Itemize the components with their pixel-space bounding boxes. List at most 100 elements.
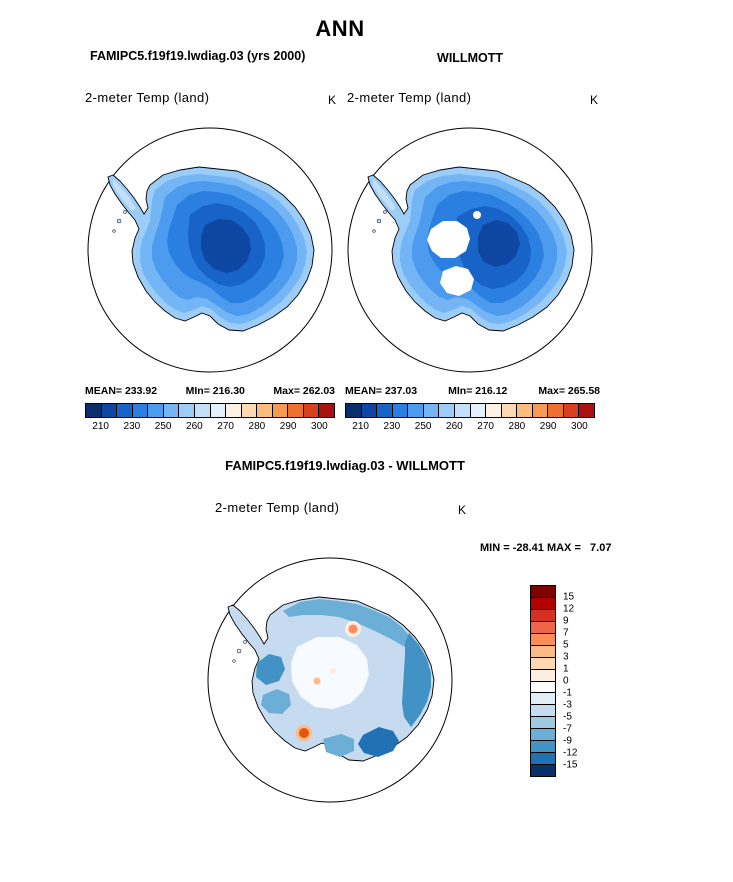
colorbar-tick-label: -5 xyxy=(563,711,572,723)
obs-colorbar: 210 230 250 260 270 280 290 300 xyxy=(345,403,595,434)
colorbar-segment xyxy=(423,404,440,417)
diff-island xyxy=(243,640,247,644)
colorbar-segment xyxy=(179,404,195,417)
colorbar-segment xyxy=(101,404,118,417)
obs-island xyxy=(376,218,382,224)
colorbar-segment xyxy=(531,586,555,598)
colorbar-segment xyxy=(531,621,555,634)
model-stat-max: Max= 262.03 xyxy=(273,385,335,397)
colorbar-segment xyxy=(132,404,149,417)
diff-warm-spot-lower-left xyxy=(299,728,309,738)
model-map-svg xyxy=(87,127,333,373)
colorbar-tick-label: 15 xyxy=(563,591,575,603)
colorbar-tick-label: -12 xyxy=(563,747,578,759)
diff-warm-spot-center-2 xyxy=(330,668,336,674)
model-antarctica-fill xyxy=(107,166,315,332)
diff-map-title: 2-meter Temp (land) xyxy=(215,500,340,515)
diff-blue-patch-bottom-right xyxy=(358,727,399,757)
colorbar-segment xyxy=(117,404,133,417)
colorbar-segment xyxy=(148,404,164,417)
diff-colorbar-bar xyxy=(530,585,556,777)
obs-missing-area-3 xyxy=(473,211,481,219)
colorbar-tick-label: 280 xyxy=(248,421,266,432)
colorbar-segment xyxy=(86,404,102,417)
obs-temp-contour-5 xyxy=(478,220,520,267)
obs-island xyxy=(383,210,387,214)
model-panel-header: FAMIPC5.f19f19.lwdiag.03 (yrs 2000) xyxy=(90,49,306,63)
obs-island xyxy=(372,229,376,233)
model-colorbar-bar xyxy=(85,403,335,418)
colorbar-segment xyxy=(531,729,555,742)
colorbar-segment xyxy=(531,645,555,658)
colorbar-segment xyxy=(579,404,594,417)
colorbar-tick-label: 230 xyxy=(123,421,141,432)
colorbar-segment xyxy=(377,404,393,417)
model-stat-min: MIn= 216.30 xyxy=(185,385,245,397)
colorbar-segment xyxy=(288,404,304,417)
colorbar-segment xyxy=(531,717,555,730)
diff-colorbar-ticks: 15 12 9 7 5 3 1 0 -1 -3 -5 -7 -9 -12 -15 xyxy=(563,585,597,777)
colorbar-tick-label: 230 xyxy=(383,421,401,432)
colorbar-segment xyxy=(163,404,180,417)
model-stat-mean: MEAN= 233.92 xyxy=(85,385,158,397)
diff-island xyxy=(236,648,242,654)
colorbar-tick-label: 290 xyxy=(279,421,297,432)
colorbar-tick-label: 250 xyxy=(414,421,432,432)
diff-units-label: K xyxy=(458,503,467,517)
colorbar-segment xyxy=(303,404,320,417)
model-map-title: 2-meter Temp (land) xyxy=(85,90,210,105)
diff-blue-patch-left xyxy=(256,654,285,685)
diff-island xyxy=(232,659,236,663)
colorbar-segment xyxy=(501,404,518,417)
model-temp-contour-5 xyxy=(201,219,251,273)
model-island xyxy=(112,229,116,233)
colorbar-tick-label: -1 xyxy=(563,687,572,699)
colorbar-tick-label: -7 xyxy=(563,723,572,735)
colorbar-segment xyxy=(548,404,564,417)
colorbar-tick-label: 0 xyxy=(563,675,569,687)
colorbar-segment xyxy=(531,657,555,670)
diff-blue-band-top xyxy=(283,599,412,647)
obs-missing-area-1 xyxy=(427,221,470,258)
colorbar-segment xyxy=(531,765,555,776)
colorbar-tick-label: -15 xyxy=(563,759,578,771)
diff-map-svg xyxy=(207,557,453,803)
obs-stat-min: MIn= 216.12 xyxy=(448,385,508,397)
colorbar-tick-label: 300 xyxy=(571,421,588,432)
obs-map-svg xyxy=(347,127,593,373)
model-map xyxy=(85,125,335,380)
colorbar-segment xyxy=(439,404,455,417)
season-title: ANN xyxy=(315,16,365,41)
colorbar-segment xyxy=(531,609,555,622)
colorbar-segment xyxy=(517,404,533,417)
colorbar-tick-label: 260 xyxy=(186,421,203,432)
colorbar-segment xyxy=(226,404,242,417)
diff-antarctica-fill xyxy=(227,596,435,762)
colorbar-tick-label: 1 xyxy=(563,663,569,675)
colorbar-segment xyxy=(346,404,362,417)
obs-peninsula-contour xyxy=(373,179,396,211)
diff-warm-spot-top xyxy=(348,624,358,634)
colorbar-tick-label: -9 xyxy=(563,735,572,747)
colorbar-segment xyxy=(531,633,555,646)
colorbar-segment xyxy=(241,404,258,417)
colorbar-segment xyxy=(563,404,580,417)
colorbar-segment xyxy=(531,753,555,766)
obs-colorbar-bar xyxy=(345,403,595,418)
colorbar-tick-label: -3 xyxy=(563,699,572,711)
colorbar-tick-label: 210 xyxy=(352,421,369,432)
model-colorbar-ticks: 210 230 250 260 270 280 290 300 xyxy=(85,421,335,434)
colorbar-segment xyxy=(454,404,471,417)
colorbar-segment xyxy=(319,404,334,417)
colorbar-tick-label: 270 xyxy=(217,421,234,432)
colorbar-segment xyxy=(361,404,378,417)
diff-panel-header: FAMIPC5.f19f19.lwdiag.03 - WILLMOTT xyxy=(225,458,465,473)
colorbar-tick-label: 300 xyxy=(311,421,328,432)
colorbar-tick-label: 3 xyxy=(563,651,569,663)
colorbar-tick-label: 9 xyxy=(563,615,569,627)
colorbar-tick-label: 280 xyxy=(508,421,526,432)
colorbar-segment xyxy=(272,404,289,417)
colorbar-tick-label: 260 xyxy=(446,421,463,432)
colorbar-tick-label: 290 xyxy=(539,421,557,432)
colorbar-segment xyxy=(194,404,211,417)
